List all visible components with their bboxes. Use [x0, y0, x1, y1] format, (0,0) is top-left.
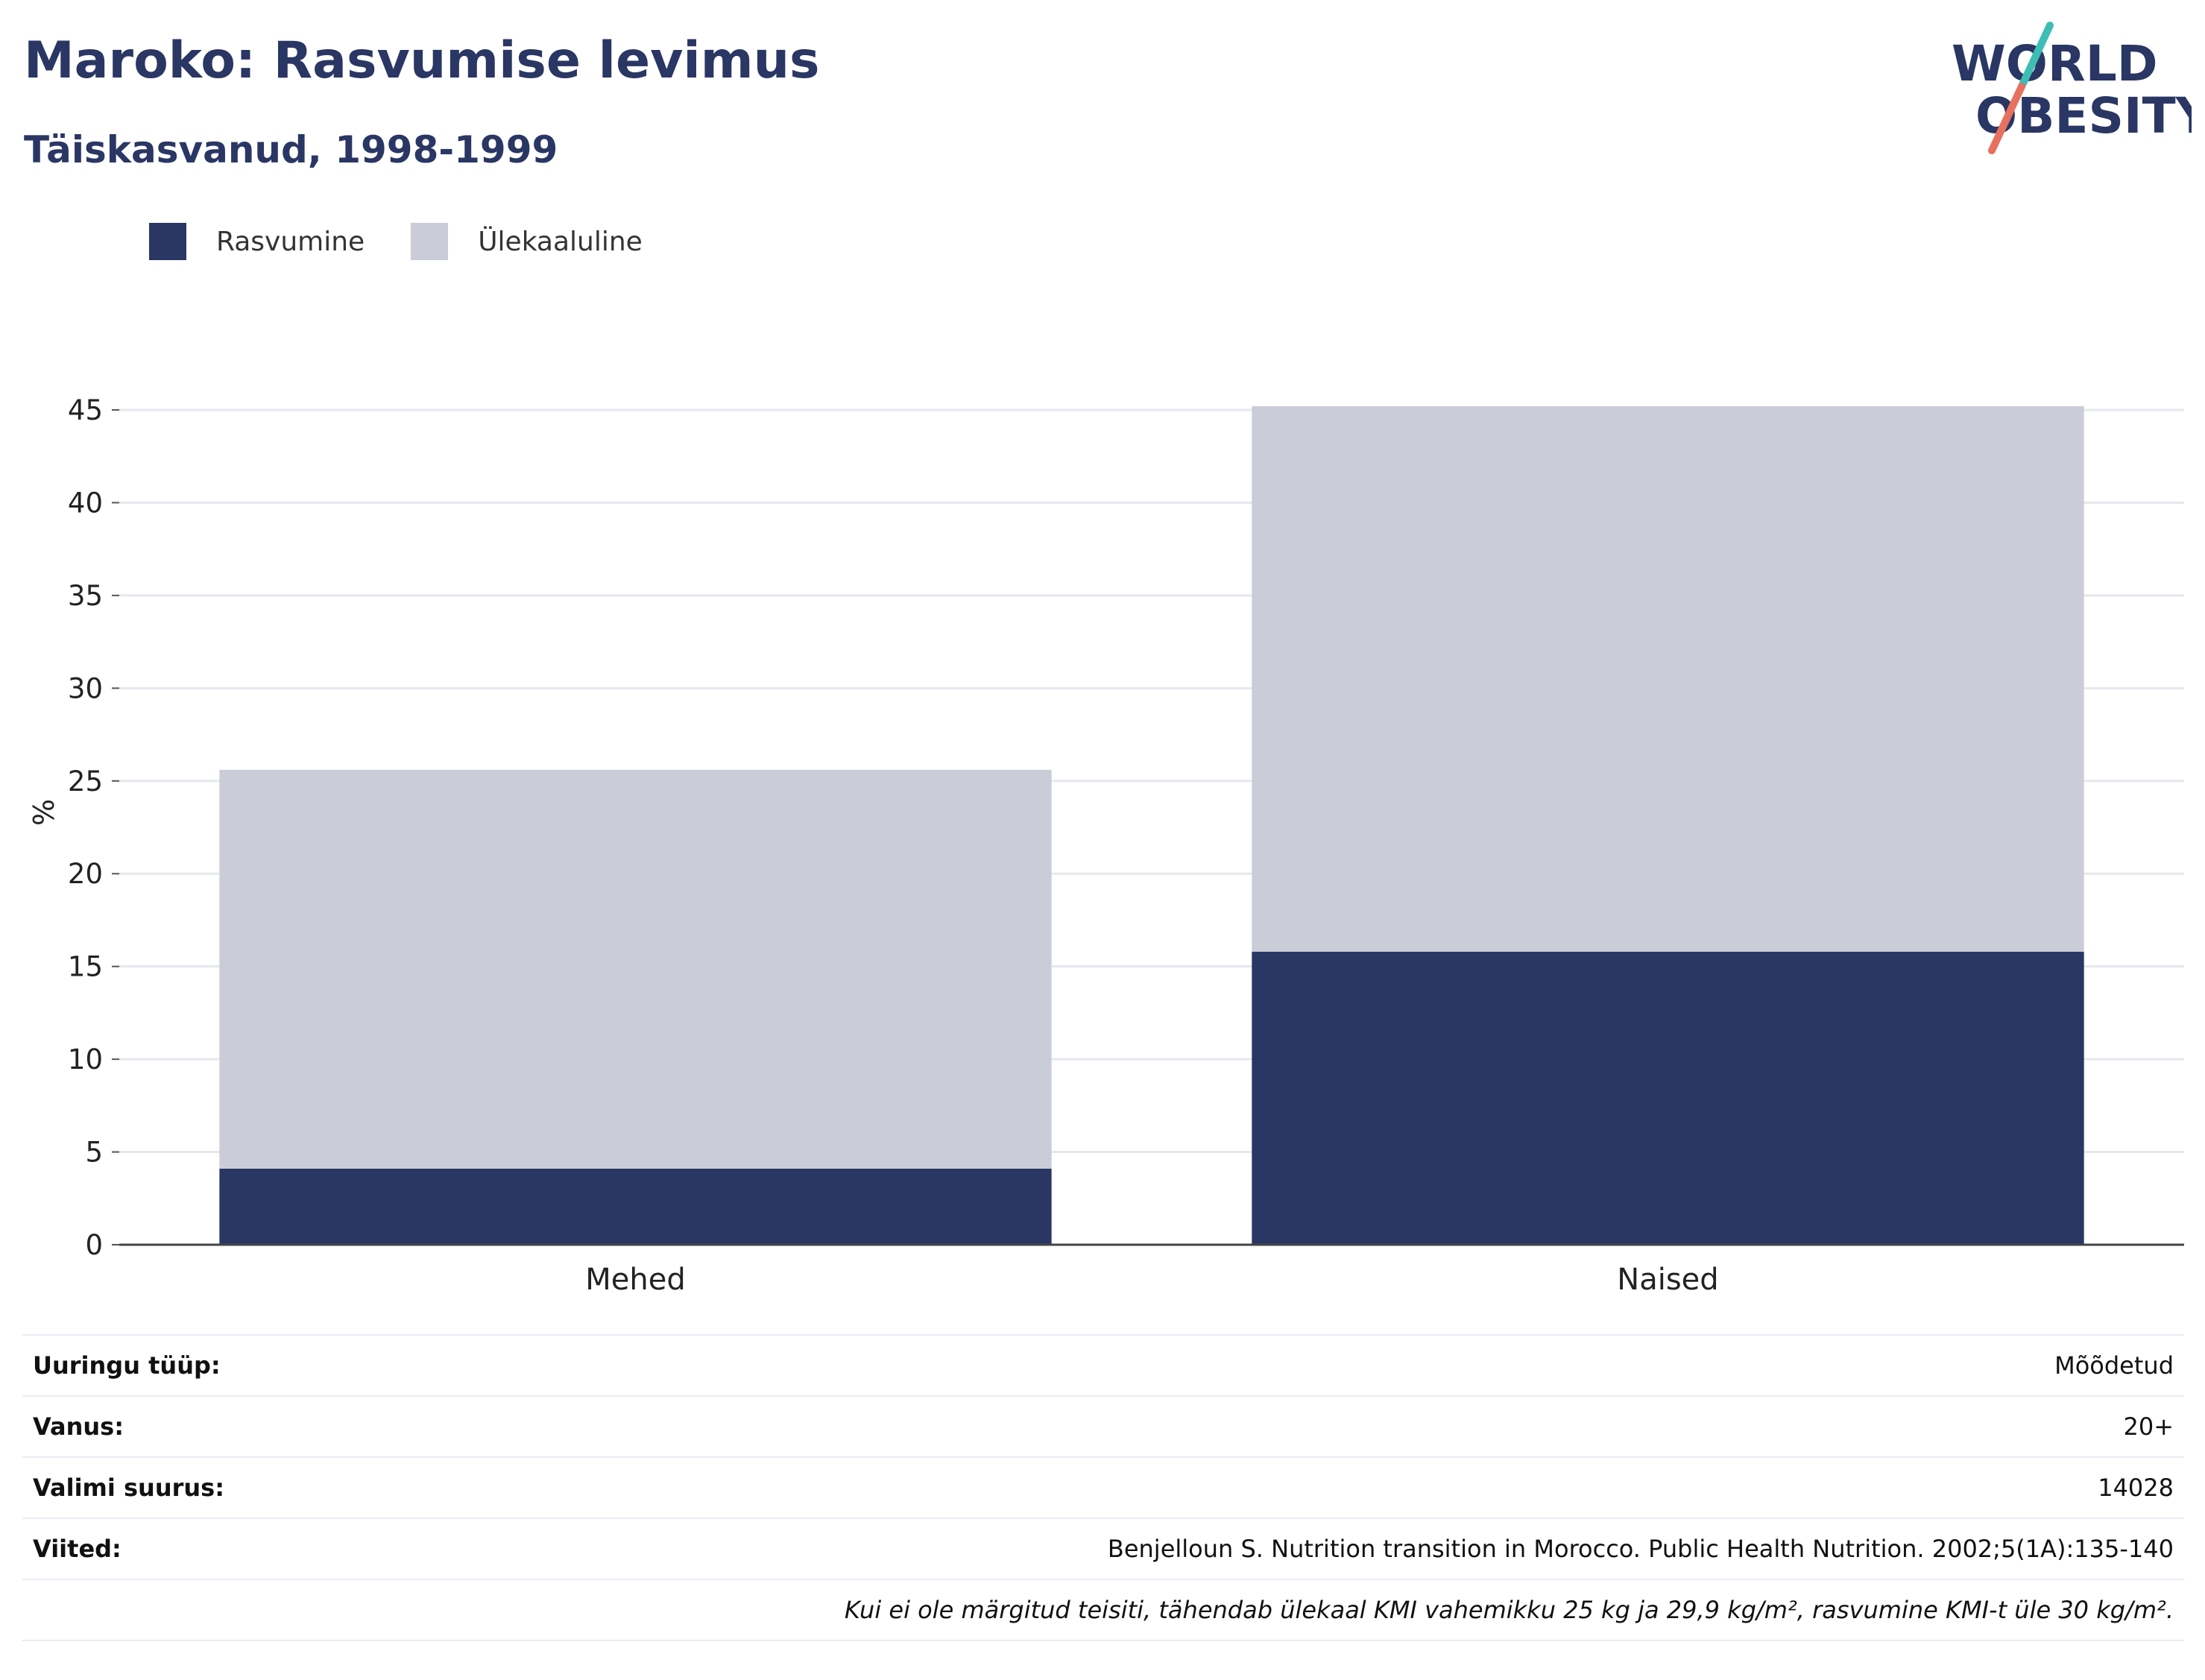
info-row-age: Vanus: 20+: [22, 1395, 2184, 1457]
info-value: Benjelloun S. Nutrition transition in Mo…: [376, 1518, 2184, 1579]
info-label: Uuringu tüüp:: [22, 1334, 376, 1396]
legend-label-rasvumine: Rasvumine: [216, 226, 365, 257]
world-obesity-logo: WORLD OBESITY: [1952, 22, 2192, 154]
info-label: Valimi suurus:: [22, 1456, 376, 1518]
y-tick-labels: 0 5 10 15 20 25 30 35 40 45: [68, 394, 119, 1261]
legend-item-rasvumine: Rasvumine: [149, 223, 365, 260]
x-tick-label: Naised: [1617, 1263, 1718, 1297]
info-note: Kui ei ole märgitud teisiti, tähendab ül…: [22, 1579, 2184, 1641]
legend-item-ulekaaluline: Ülekaaluline: [411, 223, 643, 260]
chart-title: Maroko: Rasvumise levimus: [24, 31, 820, 90]
bar-naised-ulekaaluline: [1252, 406, 2084, 952]
y-axis-label: %: [28, 799, 60, 826]
legend-label-ulekaaluline: Ülekaaluline: [478, 226, 643, 257]
y-tick-label: 5: [85, 1137, 103, 1169]
bar-chart: 0 5 10 15 20 25 30 35 40 45 Mehed Naised %: [28, 394, 2184, 1297]
chart-subtitle: Täiskasvanud, 1998-1999: [24, 128, 558, 171]
info-value: 14028: [376, 1456, 2184, 1518]
y-tick-label: 30: [68, 672, 103, 704]
info-row-survey-type: Uuringu tüüp: Mõõdetud: [22, 1334, 2184, 1396]
info-label: Vanus:: [22, 1395, 376, 1457]
y-tick-label: 20: [68, 858, 103, 890]
info-value: 20+: [376, 1395, 2184, 1457]
x-tick-labels: Mehed Naised: [585, 1263, 1718, 1297]
chart-legend: Rasvumine Ülekaaluline: [149, 221, 689, 262]
info-value: Mõõdetud: [376, 1334, 2184, 1396]
info-row-references: Viited: Benjelloun S. Nutrition transiti…: [22, 1518, 2184, 1579]
y-tick-label: 10: [68, 1043, 103, 1076]
info-row-sample-size: Valimi suurus: 14028: [22, 1456, 2184, 1518]
x-tick-label: Mehed: [585, 1263, 685, 1297]
y-tick-label: 40: [68, 487, 103, 519]
y-tick-label: 25: [68, 765, 103, 798]
info-row-note: Kui ei ole märgitud teisiti, tähendab ül…: [22, 1579, 2184, 1641]
y-tick-label: 15: [68, 951, 103, 983]
y-tick-label: 0: [85, 1229, 103, 1261]
legend-swatch-rasvumine: [149, 223, 186, 260]
legend-swatch-ulekaaluline: [411, 223, 449, 260]
y-tick-label: 45: [68, 394, 103, 426]
bar-mehed-rasvumine: [219, 1168, 1052, 1245]
bars: [219, 406, 2084, 1245]
info-label: Viited:: [22, 1518, 376, 1579]
bar-naised-rasvumine: [1252, 951, 2084, 1245]
logo-line-1: WORLD: [1952, 35, 2158, 92]
info-table: Uuringu tüüp: Mõõdetud Vanus: 20+ Valimi…: [22, 1334, 2184, 1641]
logo-slash-top: [2018, 22, 2054, 90]
logo-slash-bottom: [1988, 83, 2025, 154]
y-tick-label: 35: [68, 580, 103, 612]
bar-mehed-ulekaaluline: [219, 769, 1052, 1169]
